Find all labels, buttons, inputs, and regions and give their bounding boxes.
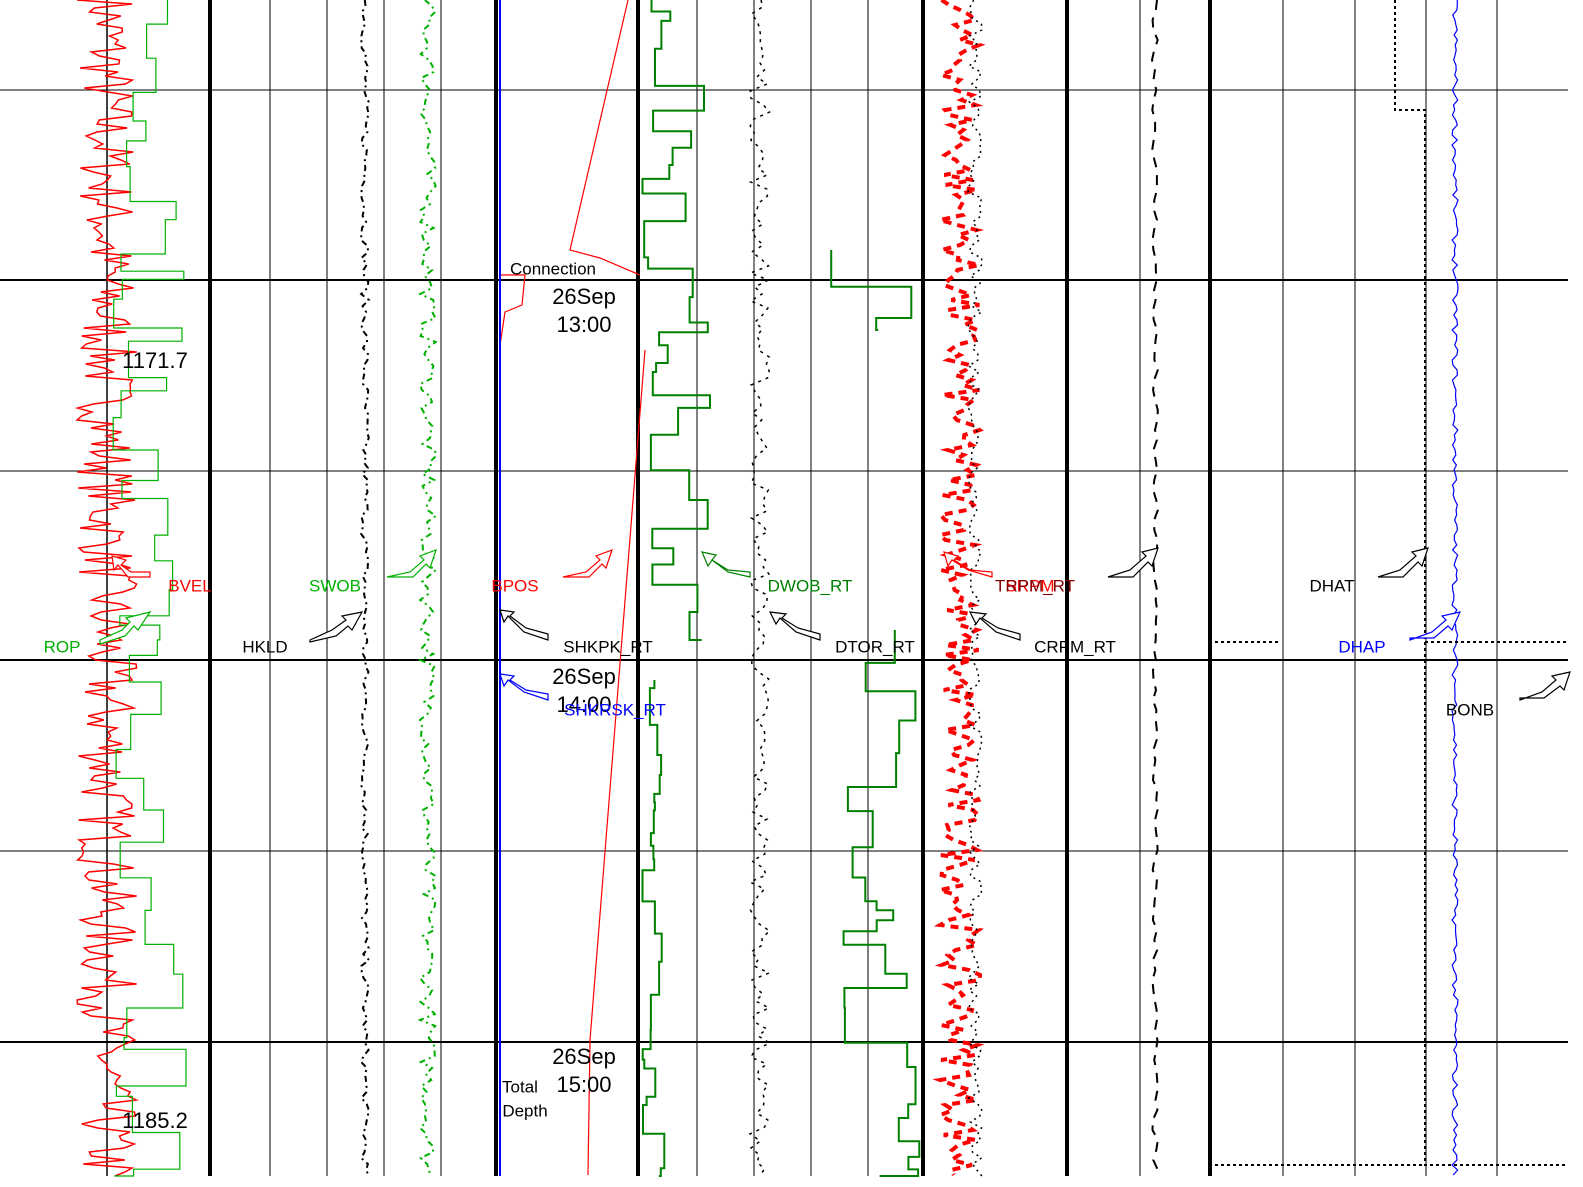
label: SRPM — [1005, 576, 1054, 595]
label: SWOB — [309, 576, 361, 595]
label: 1185.2 — [122, 1108, 188, 1133]
label: Total — [502, 1077, 538, 1096]
curve — [359, 0, 371, 1177]
label: 13:00 — [556, 312, 611, 337]
curve — [499, 274, 526, 346]
label: DHAP — [1338, 637, 1385, 656]
curve — [966, 0, 984, 1177]
label: SHKRSK_RT — [564, 700, 666, 719]
label: 26Sep — [552, 1044, 616, 1069]
label: BPOS — [491, 576, 538, 595]
label: Connection — [510, 259, 596, 278]
label: DWOB_RT — [768, 576, 853, 595]
arrow — [99, 611, 152, 645]
labels: 1171.7 1185.2 26Sep 13:00 26Sep 14:00 26Sep 15:… — [44, 259, 1495, 1132]
arrow — [943, 551, 993, 578]
arrow — [562, 548, 613, 578]
curve — [830, 250, 921, 1177]
arrow — [499, 609, 549, 641]
label: CRPM_RT — [1034, 637, 1116, 656]
curve — [641, 680, 666, 1177]
arrow — [499, 673, 549, 701]
curve — [112, 0, 187, 1177]
label: BVEL — [168, 576, 211, 595]
curve — [1215, 0, 1568, 1166]
label: Depth — [502, 1101, 547, 1120]
arrow — [1409, 611, 1462, 641]
label: 1171.7 — [122, 348, 188, 373]
curve — [1451, 0, 1459, 1176]
label: BONB — [1446, 700, 1494, 719]
label: 26Sep — [552, 284, 616, 309]
arrow — [111, 555, 151, 578]
arrow — [309, 611, 364, 643]
arrows — [99, 547, 1571, 701]
curve — [641, 0, 711, 641]
arrow — [386, 548, 437, 578]
label: DHAT — [1309, 576, 1354, 595]
curve — [1150, 0, 1159, 1171]
curve — [417, 0, 438, 1177]
label: 26Sep — [552, 664, 616, 689]
label: ROP — [44, 637, 81, 656]
curve — [932, 0, 986, 1176]
arrow — [1519, 671, 1571, 701]
curves — [74, 0, 1568, 1177]
arrow — [700, 551, 751, 578]
arrow — [1377, 547, 1429, 578]
label: HKLD — [242, 637, 287, 656]
label: DTOR_RT — [835, 637, 915, 656]
arrow — [968, 611, 1021, 641]
curve — [74, 0, 139, 1177]
arrow — [1107, 547, 1159, 578]
label: SHKPK_RT — [563, 637, 652, 656]
curve — [569, 0, 646, 1176]
label: 15:00 — [556, 1072, 611, 1097]
curve — [748, 0, 772, 1177]
label: 14:00 — [556, 692, 611, 717]
label: TRPM_RT — [995, 576, 1075, 595]
arrow — [768, 611, 821, 641]
